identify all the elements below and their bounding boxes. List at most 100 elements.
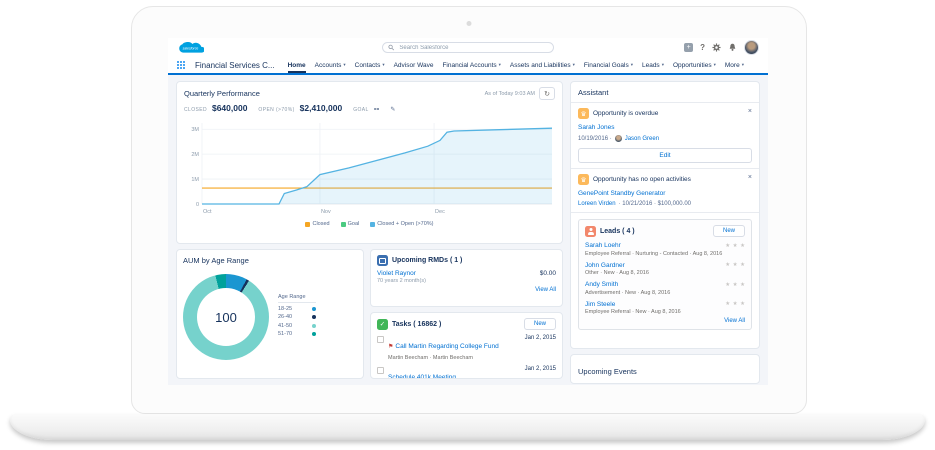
legend-item: Goal — [340, 221, 359, 227]
aum-legend: Age Range 18-25 26-40 41-50 51-70 — [278, 294, 316, 340]
tab-more[interactable]: More ▾ — [724, 61, 744, 69]
chevron-down-icon: ▾ — [661, 62, 664, 67]
task-link[interactable]: Schedule 401k Meeting — [388, 373, 456, 379]
tab-home[interactable]: Home — [288, 57, 306, 73]
star-icon[interactable]: ★ — [740, 301, 745, 307]
star-icon[interactable]: ★ — [725, 281, 731, 288]
card-title: Upcoming Events — [578, 367, 637, 376]
legend-title: Age Range — [278, 294, 316, 304]
tab-advisor-wave[interactable]: Advisor Wave — [393, 61, 434, 69]
gear-icon[interactable] — [712, 43, 721, 52]
bell-icon[interactable] — [728, 43, 737, 52]
star-icon[interactable]: ★ — [740, 281, 745, 288]
open-value: $2,410,000 — [299, 103, 343, 113]
user-avatar[interactable] — [744, 40, 759, 55]
plus-icon[interactable]: + — [684, 43, 694, 52]
quarterly-performance-card: Quarterly Performance As of Today 9:03 A… — [176, 81, 563, 244]
legend-swatch-icon — [370, 221, 376, 227]
chevron-down-icon: ▾ — [713, 62, 716, 67]
search-input[interactable] — [397, 43, 548, 52]
star-icon[interactable]: ★ — [740, 242, 745, 249]
svg-text:3M: 3M — [191, 127, 199, 133]
card-title: AUM by Age Range — [183, 256, 249, 265]
task-detail: Martin Beecham · Martin Beecham — [388, 354, 473, 361]
card-title: Quarterly Performance — [184, 89, 260, 98]
task-link[interactable]: Call Martin Regarding College Fund — [395, 343, 499, 350]
edit-goal-icon[interactable]: ✎ — [390, 107, 396, 113]
tab-accounts[interactable]: Accounts ▾ — [314, 61, 346, 69]
help-icon[interactable]: ? — [700, 43, 705, 52]
age-range-legend-item: 51-70 — [278, 331, 316, 337]
tasks-card: ✓ Tasks ( 16862 ) New ⚑ Call Martin Regar… — [370, 312, 563, 379]
star-icon[interactable]: ★ — [732, 262, 738, 268]
star-icon[interactable]: ★ — [732, 242, 738, 249]
tab-opportunities[interactable]: Opportunities ▾ — [672, 61, 716, 69]
notification-date: 10/19/2016 · — [578, 135, 612, 142]
assistant-notification: ♛ Opportunity has no open activities × G… — [578, 174, 752, 207]
lead-detail: Other · New · Aug 8, 2016 — [585, 270, 649, 276]
tab-assets-liabilities[interactable]: Assets and Liabilities ▾ — [509, 61, 575, 69]
new-lead-button[interactable]: New — [712, 225, 745, 237]
star-icon[interactable]: ★ — [732, 301, 738, 307]
svg-text:Oct: Oct — [203, 209, 212, 215]
new-task-button[interactable]: New — [523, 318, 556, 330]
lead-link[interactable]: Jim Steele — [585, 300, 616, 308]
lead-link[interactable]: John Gardner — [585, 261, 625, 269]
salesforce-logo[interactable]: salesforce — [177, 39, 204, 57]
tab-contacts[interactable]: Contacts ▾ — [354, 61, 385, 69]
task-checkbox[interactable] — [377, 366, 384, 374]
app-name[interactable]: Financial Services C... — [195, 60, 275, 70]
card-title: Upcoming RMDs ( 1 ) — [392, 257, 463, 264]
global-header: salesforce + ? — [168, 38, 768, 57]
lead-link[interactable]: Sarah Loehr — [585, 242, 621, 249]
notification-title: Opportunity is overdue — [593, 110, 659, 117]
lead-row: John Gardner ★ ★ ★ Other · New · Aug 8, 20… — [585, 262, 745, 277]
rmd-contact-link[interactable]: Violet Raynor — [377, 270, 416, 277]
legend-swatch-icon — [305, 221, 311, 227]
task-icon: ✓ — [377, 318, 388, 330]
header-icons: + ? — [684, 40, 759, 55]
legend-dot-icon — [312, 306, 316, 311]
owner-link[interactable]: Loreen Virden — [578, 201, 616, 207]
chevron-down-icon: ▾ — [382, 62, 385, 67]
refresh-button[interactable]: ↻ — [539, 87, 555, 100]
leads-view-all-link[interactable]: View All — [724, 318, 745, 324]
laptop-webcam — [466, 21, 472, 26]
star-icon[interactable]: ★ — [725, 242, 731, 249]
chevron-down-icon: ▾ — [741, 62, 744, 67]
main-content: Quarterly Performance As of Today 9:03 A… — [168, 75, 768, 385]
svg-text:Nov: Nov — [321, 209, 331, 215]
edit-button[interactable]: Edit — [578, 148, 752, 163]
legend-swatch-icon — [340, 221, 346, 227]
rmds-view-all-link[interactable]: View All — [535, 287, 556, 293]
close-icon[interactable]: × — [747, 108, 752, 115]
star-icon[interactable]: ★ — [740, 262, 745, 268]
svg-text:0: 0 — [196, 202, 199, 208]
global-search[interactable] — [382, 42, 554, 53]
close-icon[interactable]: × — [747, 174, 752, 181]
notification-title: Opportunity has no open activities — [593, 176, 691, 183]
legend-dot-icon — [312, 315, 316, 320]
star-icon[interactable]: ★ — [725, 262, 731, 268]
lead-link[interactable]: Andy Smith — [585, 281, 619, 288]
task-date: Jan 2, 2015 — [524, 335, 556, 341]
donut-center-value: 100 — [215, 309, 237, 325]
owner-link[interactable]: Jason Green — [624, 135, 660, 142]
task-checkbox[interactable] — [377, 336, 384, 343]
app-launcher-icon[interactable] — [177, 61, 185, 69]
star-icon[interactable]: ★ — [725, 301, 731, 307]
star-icon[interactable]: ★ — [732, 281, 738, 288]
notification-link[interactable]: GenePoint Standby Generator — [578, 190, 666, 197]
as-of-timestamp: As of Today 9:03 AM — [484, 90, 535, 97]
rmd-amount: $0.00 — [539, 270, 556, 277]
task-date: Jan 2, 2015 — [524, 365, 556, 372]
tab-financial-accounts[interactable]: Financial Accounts ▾ — [442, 61, 501, 69]
task-row: ⚑ Call Martin Regarding College Fund Mart… — [377, 335, 556, 361]
legend-item: Closed — [305, 221, 330, 227]
notification-meta: · 10/21/2016 · $100,000.00 — [618, 201, 691, 207]
tab-leads[interactable]: Leads ▾ — [641, 61, 664, 69]
chevron-down-icon: ▾ — [572, 62, 575, 67]
upcoming-events-card: Upcoming Events — [570, 354, 760, 384]
notification-link[interactable]: Sarah Jones — [578, 124, 615, 131]
tab-financial-goals[interactable]: Financial Goals ▾ — [583, 61, 633, 69]
